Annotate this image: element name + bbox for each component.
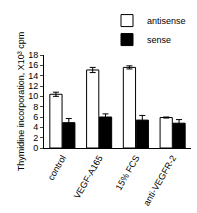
svg-text:15% FCS: 15% FCS: [114, 154, 142, 192]
svg-text:6: 6: [33, 112, 38, 122]
svg-text:control: control: [46, 154, 68, 182]
svg-text:sense: sense: [147, 35, 171, 45]
svg-text:8: 8: [33, 102, 38, 112]
svg-text:18: 18: [28, 50, 38, 60]
svg-text:Thymidine incorporation, X10³: Thymidine incorporation, X10³ cpm: [16, 32, 26, 172]
svg-text:14: 14: [28, 71, 38, 81]
svg-text:4: 4: [33, 122, 38, 132]
svg-text:VEGF-A165: VEGF-A165: [72, 154, 105, 201]
svg-text:2: 2: [33, 133, 38, 143]
svg-text:anti-VEGFR-2: anti-VEGFR-2: [141, 154, 178, 208]
svg-text:10: 10: [28, 91, 38, 101]
svg-text:0: 0: [33, 143, 38, 153]
svg-text:12: 12: [28, 81, 38, 91]
svg-text:antisense: antisense: [147, 16, 186, 26]
svg-text:16: 16: [28, 60, 38, 70]
